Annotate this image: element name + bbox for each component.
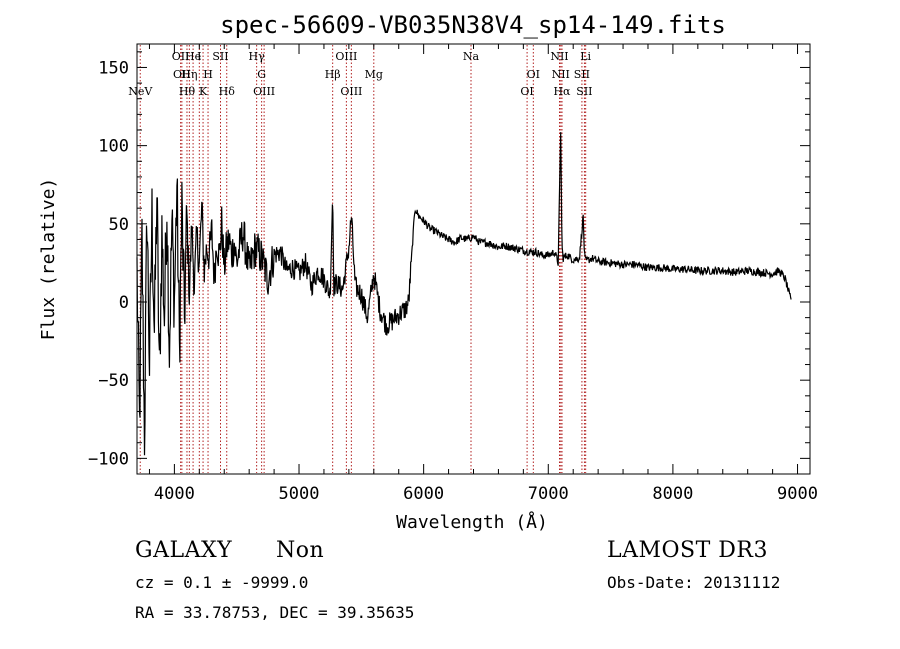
- emission-line-label-17: Mg: [365, 68, 383, 81]
- emission-line-label-14: Hβ: [325, 68, 341, 81]
- x-tick-label-2: 6000: [403, 484, 444, 504]
- spectrum-series-line: [136, 132, 792, 456]
- emission-line-label-5: He: [185, 50, 201, 63]
- emission-line-label-25: SII: [576, 85, 592, 98]
- class-label: GALAXY: [135, 538, 233, 563]
- y-tick-label-3: 50: [109, 215, 129, 235]
- survey-label: LAMOST DR3: [607, 538, 768, 563]
- emission-line-label-6: I: [197, 50, 201, 63]
- emission-line-label-21: NII: [550, 50, 568, 63]
- emission-line-label-11: Hγ: [249, 50, 266, 63]
- emission-line-label-9: SII: [212, 50, 228, 63]
- x-tick-label-3: 7000: [528, 484, 569, 504]
- chart-title: spec-56609-VB035N38V4_sp14-149.fits: [220, 11, 726, 39]
- emission-line-label-12: G: [257, 68, 266, 81]
- emission-line-label-10: Hδ: [219, 85, 236, 98]
- x-tick-label-4: 8000: [652, 484, 693, 504]
- emission-line-label-8: H: [203, 68, 213, 81]
- y-axis-label: Flux (relative): [38, 178, 59, 341]
- obs-date: Obs-Date: 20131112: [607, 573, 781, 592]
- emission-line-labels: NeV OII OII Hθ Hη HeI KH SII Hδ Hγ G OIII Hβ OIII OIII…: [128, 50, 592, 98]
- emission-line-label-22: NII: [552, 68, 570, 81]
- redshift-line: cz = 0.1 ± -9999.0: [135, 573, 309, 592]
- y-tick-label-0: −100: [88, 449, 129, 469]
- subclass-label: Non: [276, 538, 325, 563]
- emission-line-label-2: OII: [173, 68, 191, 81]
- emission-line-label-19: OI: [520, 85, 533, 98]
- x-tick-label-1: 5000: [279, 484, 320, 504]
- emission-line-label-1: OII: [172, 50, 190, 63]
- emission-line-label-18: Na: [463, 50, 480, 63]
- emission-line-label-23: Hα: [553, 85, 571, 98]
- x-tick-label-0: 4000: [154, 484, 195, 504]
- y-tick-label-1: −50: [98, 371, 129, 391]
- emission-line-label-7: K: [199, 85, 208, 98]
- emission-line-label-20: OI: [527, 68, 540, 81]
- emission-line-label-4: Hη: [181, 68, 197, 81]
- emission-line-label-26: Li: [580, 50, 591, 63]
- y-tick-label-2: 0: [119, 293, 129, 313]
- axis-tick-labels: 4000 5000 6000 7000 8000 9000 −100 −50 0 50 100 150: [88, 58, 818, 504]
- emission-line-label-24: SII: [574, 68, 590, 81]
- coordinates-line: RA = 33.78753, DEC = 39.35635: [135, 603, 415, 622]
- x-axis-label: Wavelength (Å): [396, 511, 548, 533]
- emission-line-label-0: NeV: [128, 85, 153, 98]
- emission-line-markers: [139, 45, 587, 473]
- emission-line-label-15: OIII: [335, 50, 357, 63]
- emission-line-label-16: OIII: [340, 85, 362, 98]
- emission-line-label-13: OIII: [253, 85, 275, 98]
- y-tick-label-4: 100: [98, 137, 129, 157]
- x-tick-label-5: 9000: [777, 484, 818, 504]
- emission-line-label-3: Hθ: [179, 85, 196, 98]
- y-tick-label-5: 150: [98, 58, 129, 78]
